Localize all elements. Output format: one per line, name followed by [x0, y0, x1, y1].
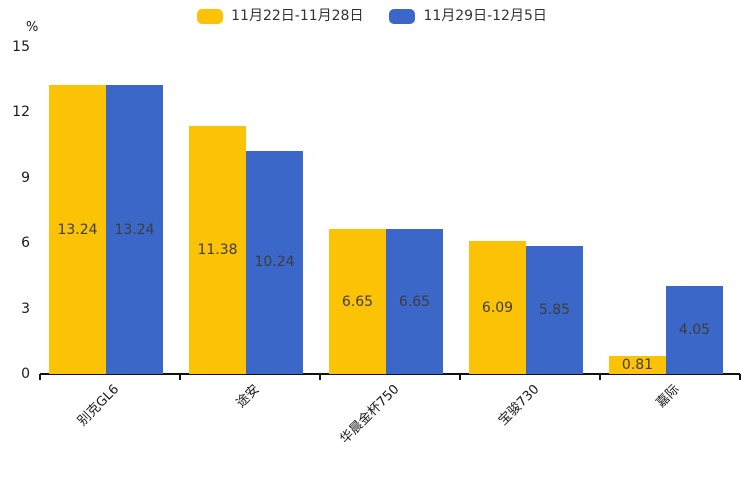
y-tick-label-15: 15	[12, 39, 30, 55]
bar-别克GL6-series1	[49, 85, 106, 374]
bar-value-label: 10.24	[254, 254, 295, 271]
x-category-label-途安: 途安	[233, 382, 263, 412]
x-category-label-别克GL6: 别克GL6	[75, 382, 123, 430]
bar-value-label: 11.38	[197, 241, 238, 258]
y-tick-label-3: 3	[21, 300, 30, 317]
y-tick-label-6: 6	[21, 235, 30, 252]
x-category-label-华晨金杯750: 华晨金杯750	[337, 382, 403, 447]
y-tick-label-12: 12	[12, 104, 30, 121]
x-category-label-宝骏730: 宝骏730	[496, 382, 543, 429]
x-category-label-嘉际: 嘉际	[653, 382, 683, 412]
bar-华晨金杯750-series1	[329, 229, 386, 374]
bar-value-label: 4.05	[678, 321, 711, 338]
x-axis-tick	[599, 374, 601, 380]
legend-item-week1[interactable]: 11月22日-11月28日	[197, 6, 363, 26]
bar-value-label: 6.09	[481, 299, 514, 316]
y-tick-label-9: 9	[21, 169, 30, 186]
legend-swatch-week2	[389, 8, 416, 24]
bar-宝骏730-series2	[526, 246, 583, 374]
bar-嘉际-series1	[609, 356, 666, 374]
bar-华晨金杯750-series2	[386, 229, 443, 374]
x-axis-tick	[39, 374, 41, 380]
bar-value-label: 6.65	[398, 293, 431, 310]
bar-value-label: 5.85	[538, 302, 571, 319]
bar-途安-series1	[189, 125, 246, 374]
x-axis-tick	[179, 374, 181, 380]
legend: 11月22日-11月28日 11月29日-12月5日	[0, 6, 744, 26]
bar-宝骏730-series1	[469, 241, 526, 374]
bar-value-label: 0.81	[621, 357, 654, 374]
y-tick-label-0: 0	[21, 366, 30, 382]
bar-嘉际-series2	[666, 285, 723, 374]
legend-label-week2: 11月29日-12月5日	[423, 8, 547, 24]
bar-别克GL6-series2	[106, 85, 163, 374]
bar-value-label: 13.24	[57, 221, 98, 238]
y-axis-unit-label: %	[26, 20, 39, 35]
legend-item-week2[interactable]: 11月29日-12月5日	[389, 6, 547, 26]
x-axis-tick	[319, 374, 321, 380]
bar-value-label: 13.24	[114, 221, 155, 238]
x-axis-line	[40, 373, 740, 375]
x-axis-tick	[459, 374, 461, 380]
legend-label-week1: 11月22日-11月28日	[231, 8, 364, 24]
x-axis-tick	[739, 374, 741, 380]
legend-swatch-week1	[197, 8, 224, 24]
bar-value-label: 6.65	[341, 293, 374, 310]
bar-途安-series2	[246, 150, 303, 374]
